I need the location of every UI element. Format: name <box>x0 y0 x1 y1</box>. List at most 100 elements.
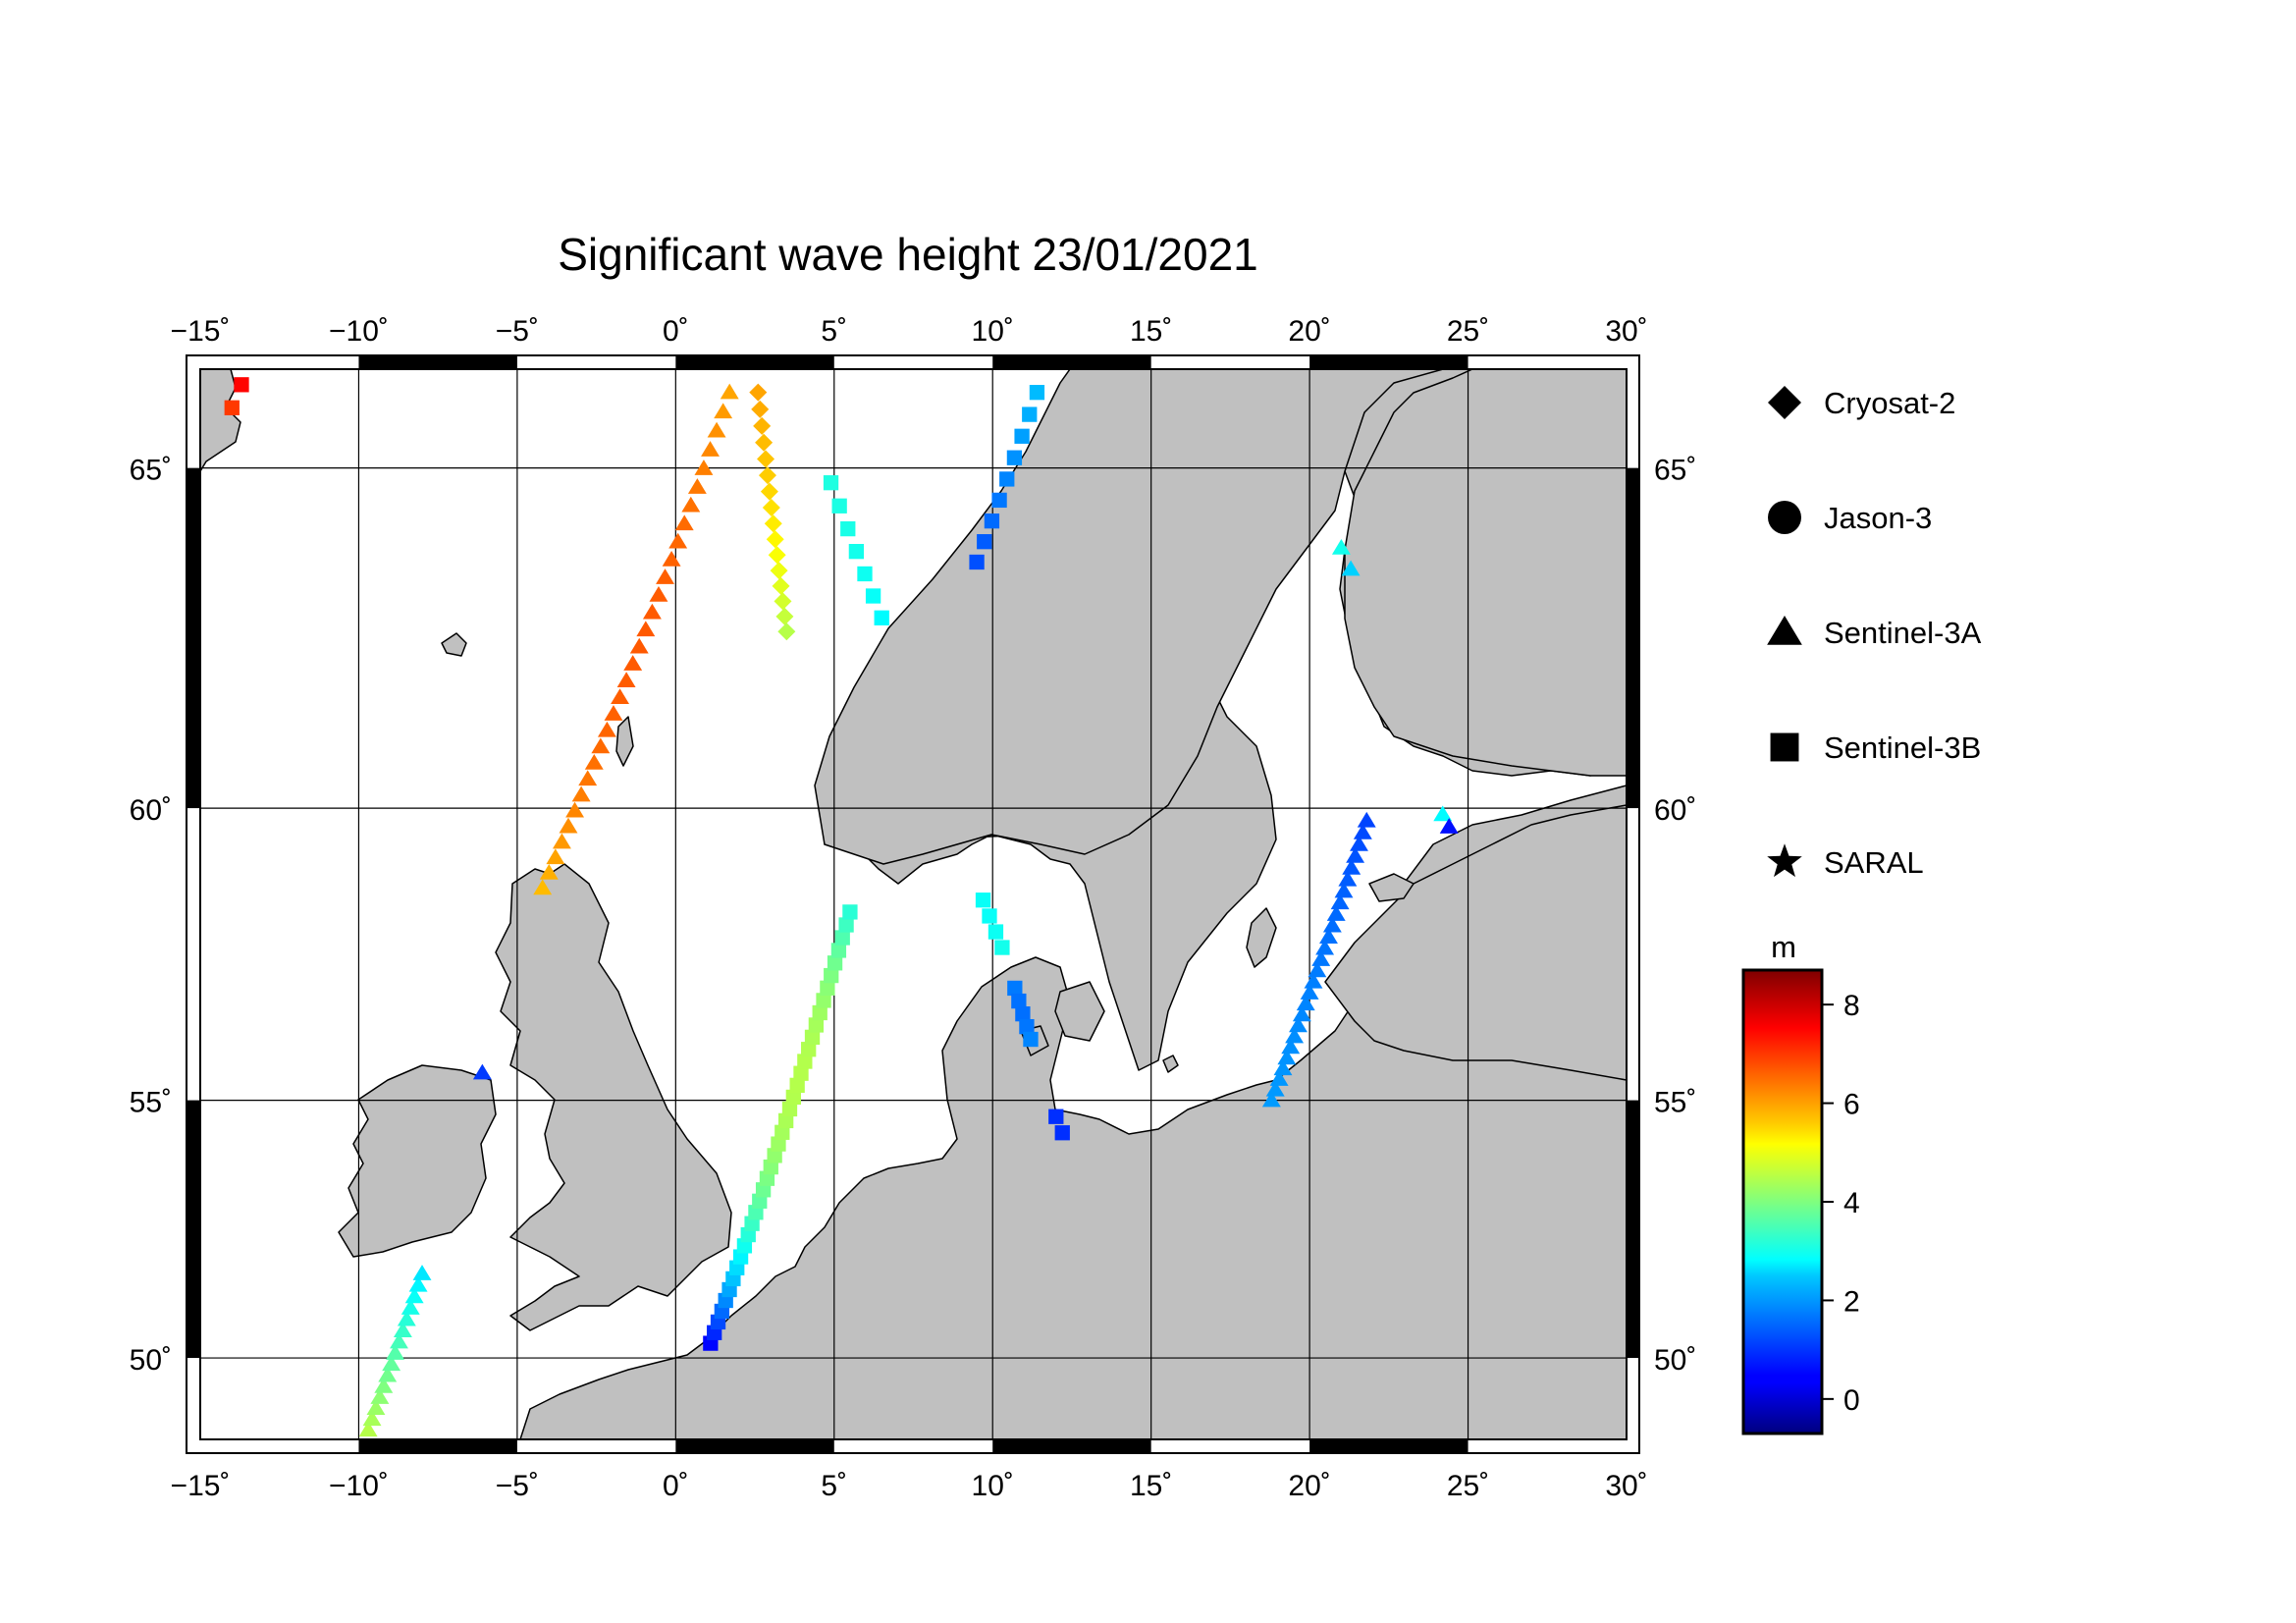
track-point-sentinel-3a <box>390 1332 408 1349</box>
track-point-sentinel-3b <box>982 908 997 924</box>
track-point-sentinel-3b <box>823 475 839 491</box>
lon-tick-label-bottom: 30˚ <box>1605 1470 1647 1502</box>
track-point-sentinel-3b <box>827 955 843 971</box>
track-point-sentinel-3b <box>984 513 1000 529</box>
track-point-sentinel-3b <box>1054 1125 1070 1141</box>
track-point-cryosat-2 <box>777 622 796 641</box>
track-point-cryosat-2 <box>770 562 788 580</box>
track-point-sentinel-3b <box>763 1159 778 1175</box>
track-point-sentinel-3a <box>1353 823 1372 839</box>
frame-bar-right <box>1627 1100 1639 1359</box>
track-point-sentinel-3a <box>1357 811 1376 828</box>
land-zealand <box>1054 981 1105 1042</box>
track-point-sentinel-3a <box>1341 560 1361 576</box>
track-point-sentinel-3b <box>824 967 839 984</box>
legend-label: Jason-3 <box>1824 501 1932 535</box>
track-point-sentinel-3b <box>781 1101 798 1117</box>
track-point-sentinel-3a <box>533 879 553 895</box>
track-point-sentinel-3a <box>616 672 636 688</box>
lon-tick-label-top: 10˚ <box>972 315 1014 348</box>
track-point-sentinel-3b <box>789 1077 805 1094</box>
track-point-sentinel-3a <box>1300 984 1319 1000</box>
colorbar-ticks: 0 2 4 6 8 <box>1822 990 1860 1417</box>
frame-bar-top <box>675 355 834 369</box>
track-point-sentinel-3b <box>991 492 1007 509</box>
track-point-cryosat-2 <box>751 400 770 418</box>
track-point-sentinel-3a <box>636 621 656 637</box>
track-point-sentinel-3b <box>1019 1018 1035 1035</box>
track-point-sentinel-3a <box>611 688 629 705</box>
track-point-sentinel-3a <box>701 441 720 457</box>
track-point-sentinel-3a <box>1311 950 1331 966</box>
track-point-sentinel-3a <box>552 833 571 849</box>
frame-bar-bottom <box>992 1439 1151 1453</box>
track-point-sentinel-3b <box>969 554 985 570</box>
lon-tick-label-bottom: 0˚ <box>663 1470 689 1502</box>
track-point-cryosat-2 <box>749 383 768 402</box>
land-saaremaa <box>1368 873 1415 902</box>
track-point-sentinel-3a <box>649 585 668 602</box>
lat-tick-label-left: 65˚ <box>130 455 172 487</box>
track-point-sentinel-3a <box>681 496 701 513</box>
square-icon <box>1770 732 1799 762</box>
track-point-sentinel-3a <box>1433 805 1453 822</box>
colorbar-tick-label: 4 <box>1843 1187 1860 1219</box>
frame-bar-top <box>1309 355 1468 369</box>
track-point-sentinel-3b <box>874 610 889 625</box>
lon-tick-label-bottom: 5˚ <box>821 1470 847 1502</box>
lon-tick-label-top: 30˚ <box>1605 315 1647 348</box>
land-great-britain <box>495 863 732 1331</box>
track-point-sentinel-3a <box>1319 928 1338 945</box>
track-point-sentinel-3a <box>1330 893 1350 910</box>
land-gotland <box>1246 907 1277 968</box>
colorbar-tick-label: 2 <box>1843 1285 1860 1318</box>
colorbar-tick-label: 6 <box>1843 1089 1860 1121</box>
track-point-sentinel-3a <box>1289 1016 1308 1033</box>
track-point-cryosat-2 <box>758 466 776 485</box>
track-point-sentinel-3a <box>1334 882 1354 898</box>
frame-bar-left <box>187 467 200 809</box>
star-icon <box>1767 843 1802 878</box>
chart-title: Significant wave height 23/01/2021 <box>558 229 1258 280</box>
track-point-sentinel-3b <box>1022 406 1038 422</box>
colorbar-unit: m <box>1771 930 1796 964</box>
land-faroe <box>441 632 467 657</box>
land-shetland <box>615 716 634 767</box>
frame-bar-bottom <box>1309 1439 1468 1453</box>
track-point-sentinel-3a <box>1273 1059 1293 1076</box>
track-point-sentinel-3a <box>358 1421 378 1437</box>
track-point-sentinel-3b <box>808 1017 825 1033</box>
track-point-sentinel-3b <box>1029 385 1045 401</box>
track-point-sentinel-3b <box>793 1065 809 1081</box>
track-points <box>224 377 1459 1437</box>
track-point-sentinel-3a <box>584 754 604 770</box>
track-point-sentinel-3a <box>546 848 565 865</box>
track-point-sentinel-3b <box>988 924 1004 940</box>
track-point-sentinel-3a <box>642 603 662 620</box>
track-point-sentinel-3a <box>1342 858 1362 875</box>
lon-tick-label-top: 25˚ <box>1447 315 1489 348</box>
track-point-sentinel-3b <box>1006 450 1023 465</box>
track-point-cryosat-2 <box>772 576 790 595</box>
circle-icon <box>1768 501 1801 534</box>
track-point-sentinel-3a <box>1350 836 1368 851</box>
lon-tick-label-top: −10˚ <box>329 315 389 348</box>
track-point-sentinel-3b <box>777 1112 794 1129</box>
track-point-sentinel-3b <box>1015 1005 1031 1022</box>
lat-tick-label-left: 55˚ <box>130 1087 172 1119</box>
track-point-sentinel-3b <box>977 534 992 550</box>
frame-inner <box>199 368 1628 1440</box>
track-point-cryosat-2 <box>757 450 775 468</box>
track-point-sentinel-3b <box>771 1136 786 1152</box>
lon-tick-label-top: −15˚ <box>171 315 231 348</box>
track-point-sentinel-3a <box>1315 939 1335 955</box>
track-point-sentinel-3b <box>838 917 854 933</box>
track-point-sentinel-3b <box>994 940 1010 955</box>
track-point-cryosat-2 <box>774 592 792 611</box>
track-point-sentinel-3b <box>759 1170 775 1186</box>
track-point-cryosat-2 <box>760 482 778 501</box>
lon-tick-label-bottom: 25˚ <box>1447 1470 1489 1502</box>
track-point-sentinel-3a <box>578 770 598 786</box>
track-point-sentinel-3a <box>707 421 726 438</box>
